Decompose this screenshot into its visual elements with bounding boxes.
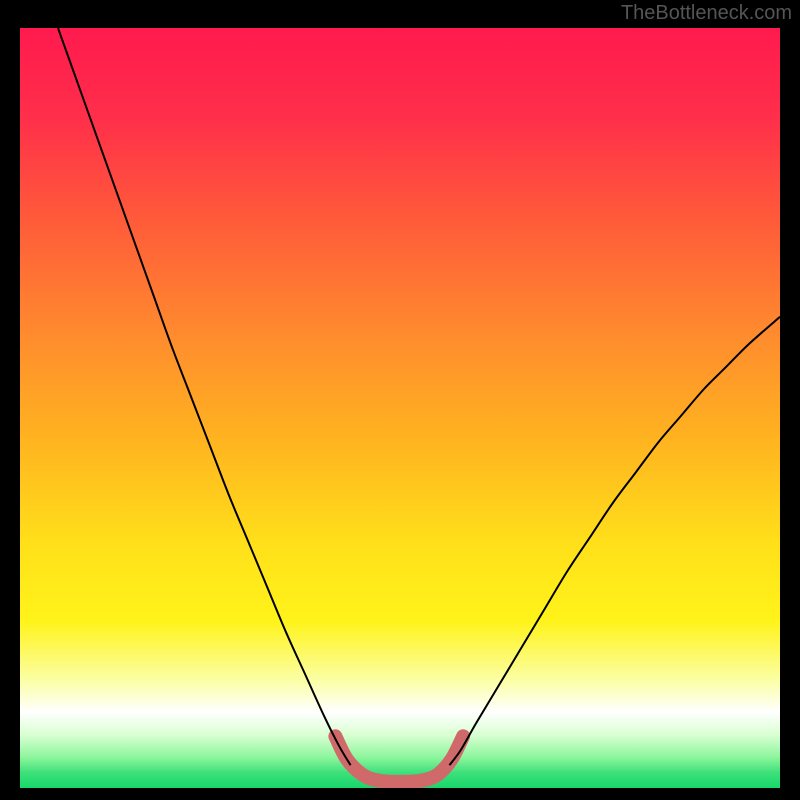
- right-curve: [449, 317, 780, 765]
- outer-frame: TheBottleneck.com: [0, 0, 800, 800]
- left-curve: [58, 28, 351, 765]
- plot-area: [20, 28, 780, 788]
- trough-curve: [335, 736, 463, 782]
- curves-layer: [20, 28, 780, 788]
- attribution-text: TheBottleneck.com: [621, 2, 792, 25]
